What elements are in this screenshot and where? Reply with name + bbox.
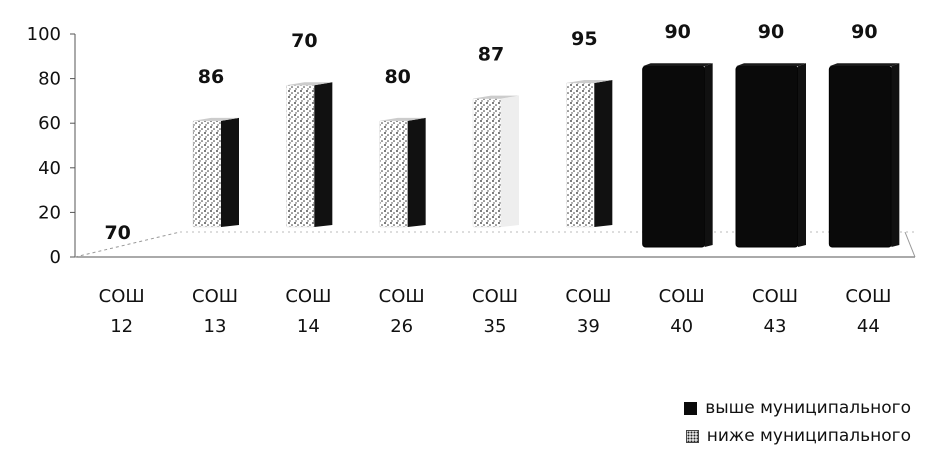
legend-item-below: ниже муниципального	[685, 426, 911, 446]
category-number: 43	[764, 316, 787, 337]
category-label: СОШ	[379, 286, 425, 307]
bar-side	[798, 63, 806, 247]
bar-front	[566, 82, 595, 228]
category-number: 39	[577, 316, 600, 337]
bar-top	[642, 63, 713, 67]
category-label: СОШ	[659, 286, 705, 307]
bar-front	[642, 65, 706, 248]
y-tick-label: 20	[38, 202, 61, 223]
bar-top	[566, 79, 613, 83]
data-label: 86	[198, 66, 224, 88]
bar-side	[407, 117, 426, 227]
bar-side	[314, 82, 333, 227]
category-number: 12	[110, 316, 133, 337]
data-label: 80	[384, 66, 410, 88]
data-label: 70	[291, 30, 317, 52]
category-number: 40	[670, 316, 693, 337]
y-tick-label: 80	[38, 69, 61, 90]
category-number: 14	[297, 316, 320, 337]
category-label: СОШ	[845, 286, 891, 307]
y-tick-label: 0	[50, 247, 61, 268]
legend-item-above: выше муниципального	[684, 398, 911, 418]
bar-top	[473, 95, 519, 99]
legend-label-below: ниже муниципального	[706, 426, 911, 446]
legend-swatch-below	[685, 429, 699, 443]
y-tick-label: 100	[27, 24, 61, 45]
bar-top	[736, 63, 806, 67]
bar-top	[379, 117, 426, 121]
bar-front	[828, 65, 892, 248]
bar-front	[286, 84, 315, 228]
bar-front	[735, 65, 799, 248]
data-label: 87	[478, 44, 504, 66]
floor-right-edge	[904, 231, 916, 258]
bar-top	[829, 63, 900, 67]
category-label: СОШ	[472, 286, 518, 307]
data-labels: 70 86 70 80 87 95 90 90 90	[104, 21, 877, 244]
bar-top	[286, 82, 333, 86]
category-number: 44	[857, 316, 880, 337]
bars	[192, 63, 900, 248]
data-label: 70	[104, 222, 130, 244]
bar-side	[501, 95, 519, 227]
category-label: СОШ	[752, 286, 798, 307]
legend-swatch-above	[684, 401, 698, 415]
category-label: СОШ	[565, 286, 611, 307]
bar-front	[379, 120, 408, 228]
bar-top	[193, 117, 239, 121]
y-tick-label: 40	[38, 158, 61, 179]
category-label: СОШ	[285, 286, 331, 307]
bar-side	[594, 79, 613, 228]
category-number: 13	[204, 316, 227, 337]
data-label: 90	[851, 21, 877, 43]
category-label: СОШ	[192, 286, 238, 307]
data-label: 95	[571, 28, 597, 50]
category-number: 26	[390, 316, 413, 337]
category-label: СОШ	[99, 286, 145, 307]
bar-front	[192, 120, 222, 228]
category-number: 35	[484, 316, 507, 337]
bar-front	[472, 98, 502, 228]
category-labels: СОШ 12 СОШ 13 СОШ 14 СОШ 26 СОШ 35 СОШ 39 СОШ 40 СОШ 43…	[99, 286, 892, 337]
y-tick-label: 60	[38, 113, 61, 134]
data-label: 90	[664, 21, 690, 43]
bar-side	[221, 117, 239, 227]
data-label: 90	[758, 21, 784, 43]
bar-side	[704, 63, 713, 247]
bar-side	[891, 63, 900, 247]
legend-label-above: выше муниципального	[705, 398, 911, 418]
